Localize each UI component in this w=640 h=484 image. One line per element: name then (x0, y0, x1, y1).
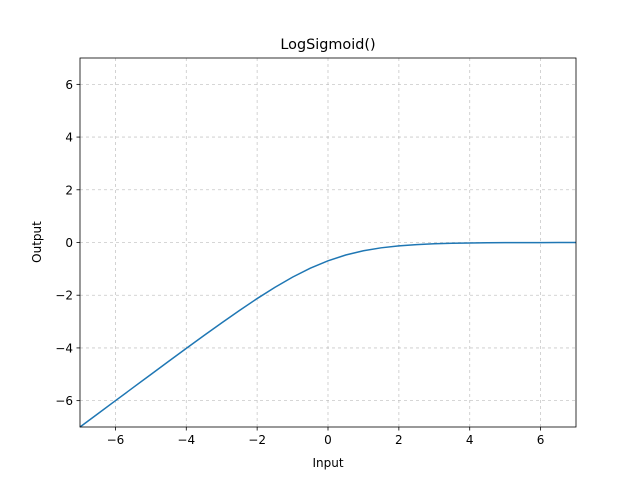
x-tick-label: 0 (324, 433, 332, 447)
y-tick-label: 6 (65, 78, 73, 92)
x-tick-label: −6 (107, 433, 125, 447)
series (79, 241, 577, 428)
y-tick-label: −6 (55, 394, 73, 408)
x-axis-label: Input (312, 456, 343, 470)
x-axis: −6 −4 −2 0 2 4 6 (107, 427, 545, 447)
x-tick-label: 2 (395, 433, 403, 447)
chart-title: LogSigmoid() (280, 37, 375, 53)
x-tick-label: 4 (466, 433, 474, 447)
y-tick-label: −4 (55, 341, 73, 355)
x-tick-label: 6 (537, 433, 545, 447)
series-line (79, 241, 577, 428)
x-tick-label: −4 (177, 433, 195, 447)
y-tick-label: 4 (65, 131, 73, 145)
y-tick-label: −2 (55, 289, 73, 303)
grid (80, 58, 576, 427)
x-tick-label: −2 (248, 433, 266, 447)
y-axis-label: Output (30, 221, 44, 263)
y-tick-label: 2 (65, 183, 73, 197)
y-tick-label: 0 (65, 236, 73, 250)
y-axis: −6 −4 −2 0 2 4 6 (55, 78, 80, 408)
